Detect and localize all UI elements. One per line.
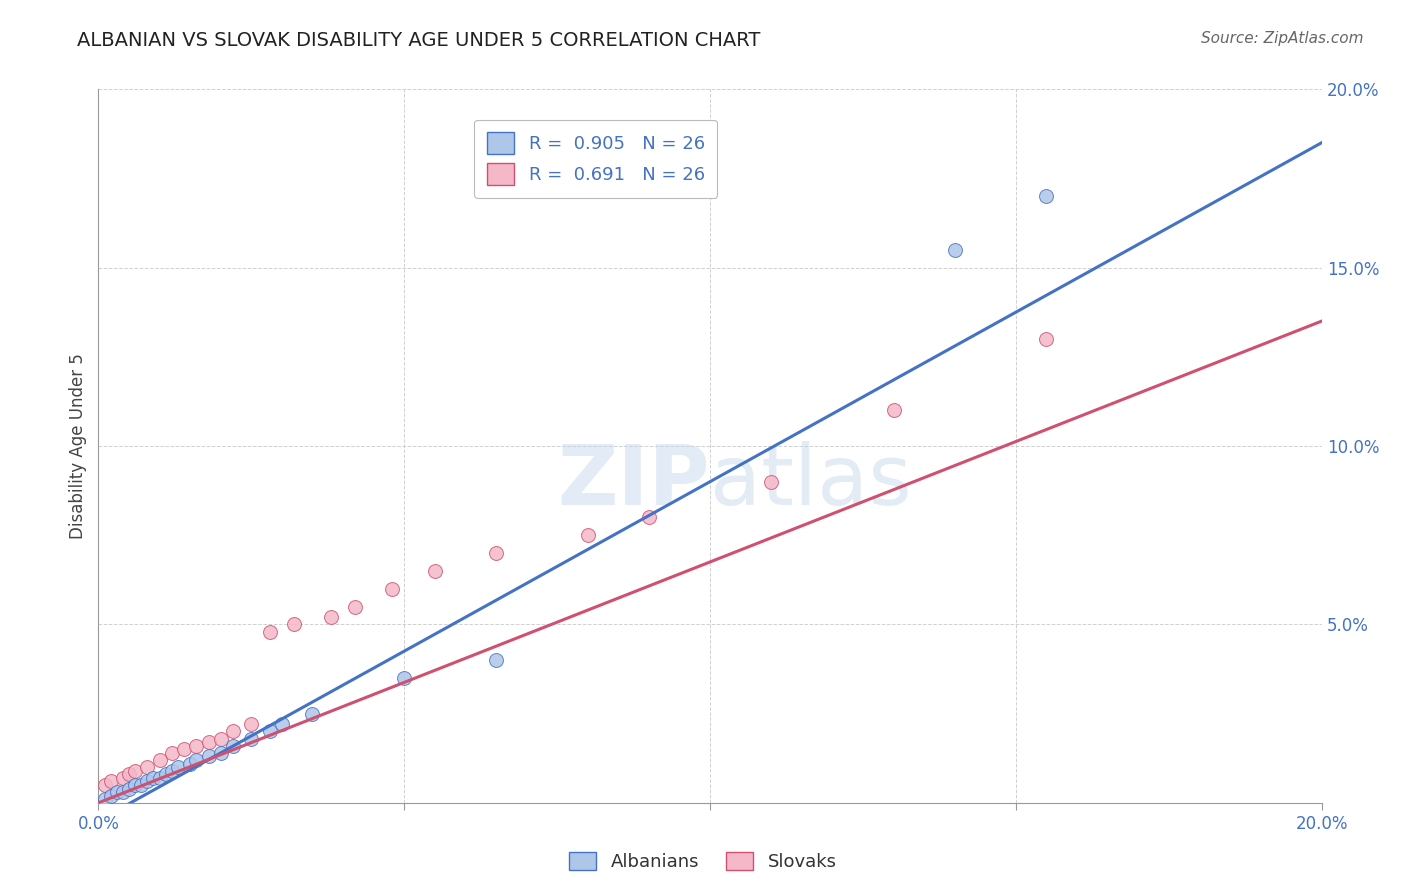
Point (943, 243, 966, 257)
Text: ZIP: ZIP (558, 442, 710, 522)
Point (637, 510, 661, 524)
Point (392, 671, 416, 685)
Point (1035, 332, 1057, 346)
Point (118, 781, 141, 796)
Point (100, 774, 122, 789)
Point (155, 767, 177, 781)
Point (240, 717, 263, 731)
Point (222, 739, 245, 753)
Point (576, 528, 599, 542)
Point (93, 792, 115, 806)
Point (149, 771, 172, 785)
Point (160, 746, 183, 760)
Point (197, 749, 219, 764)
Point (105, 785, 128, 799)
Point (179, 756, 201, 771)
Point (222, 724, 245, 739)
Point (1035, 189, 1057, 203)
Point (136, 774, 159, 789)
Point (259, 624, 281, 639)
Point (136, 760, 159, 774)
Point (142, 771, 165, 785)
Point (270, 717, 292, 731)
Point (283, 617, 305, 632)
Point (301, 706, 323, 721)
Point (124, 764, 146, 778)
Point (209, 746, 232, 760)
Point (344, 599, 367, 614)
Point (485, 546, 508, 560)
Point (209, 731, 232, 746)
Point (129, 778, 152, 792)
Text: atlas: atlas (710, 442, 911, 522)
Point (883, 403, 905, 417)
Point (111, 771, 134, 785)
Point (759, 475, 782, 489)
Text: Source: ZipAtlas.com: Source: ZipAtlas.com (1201, 31, 1364, 46)
Y-axis label: Disability Age Under 5: Disability Age Under 5 (69, 353, 87, 539)
Point (381, 582, 404, 596)
Point (319, 610, 342, 624)
Point (485, 653, 508, 667)
Point (167, 760, 190, 774)
Point (173, 742, 195, 756)
Text: ALBANIAN VS SLOVAK DISABILITY AGE UNDER 5 CORRELATION CHART: ALBANIAN VS SLOVAK DISABILITY AGE UNDER … (77, 31, 761, 50)
Legend: R =  0.905   N = 26, R =  0.691   N = 26: R = 0.905 N = 26, R = 0.691 N = 26 (474, 120, 717, 198)
Legend: Albanians, Slovaks: Albanians, Slovaks (562, 845, 844, 879)
Point (259, 724, 281, 739)
Point (149, 753, 172, 767)
Point (423, 564, 446, 578)
Point (111, 785, 134, 799)
Point (240, 731, 263, 746)
Point (118, 767, 141, 781)
Point (160, 764, 183, 778)
Point (93, 778, 115, 792)
Point (124, 778, 146, 792)
Point (197, 735, 219, 749)
Point (186, 753, 208, 767)
Point (100, 789, 122, 803)
Point (186, 739, 208, 753)
